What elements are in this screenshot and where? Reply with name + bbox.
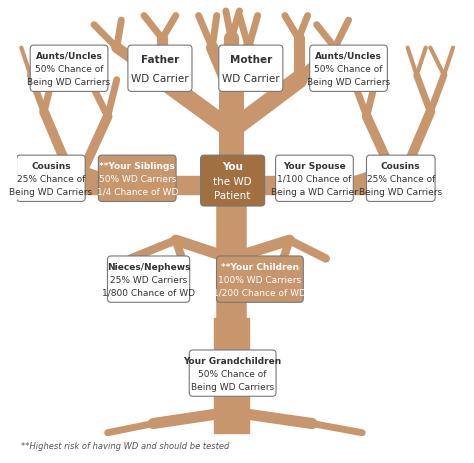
Text: Aunts/Uncles: Aunts/Uncles (315, 52, 382, 61)
Text: Your Spouse: Your Spouse (283, 162, 346, 170)
FancyBboxPatch shape (366, 156, 435, 202)
Text: Cousins: Cousins (381, 162, 420, 170)
Text: 1/800 Chance of WD: 1/800 Chance of WD (102, 288, 195, 297)
Text: 50% Chance of: 50% Chance of (314, 65, 383, 74)
Text: 25% Chance of: 25% Chance of (366, 175, 435, 183)
FancyBboxPatch shape (108, 257, 190, 303)
Text: 50% Chance of: 50% Chance of (35, 65, 103, 74)
Text: 100% WD Carriers: 100% WD Carriers (219, 275, 301, 284)
Text: **Your Children: **Your Children (221, 262, 299, 271)
Text: Nieces/Nephews: Nieces/Nephews (107, 262, 191, 271)
Text: 1/100 Chance of: 1/100 Chance of (277, 175, 352, 183)
Text: Being WD Carriers: Being WD Carriers (27, 78, 110, 87)
Text: Being a WD Carrier: Being a WD Carrier (271, 188, 358, 196)
Text: 50% WD Carriers: 50% WD Carriers (99, 175, 176, 183)
Text: 1/200 Chance of WD: 1/200 Chance of WD (213, 288, 306, 297)
Text: Being WD Carriers: Being WD Carriers (191, 382, 274, 391)
Text: 25% Chance of: 25% Chance of (17, 175, 85, 183)
Text: **Highest risk of having WD and should be tested: **Highest risk of having WD and should b… (21, 441, 230, 450)
Text: 25% WD Carriers: 25% WD Carriers (110, 275, 187, 284)
Text: Being WD Carriers: Being WD Carriers (359, 188, 442, 196)
FancyBboxPatch shape (217, 257, 303, 303)
FancyBboxPatch shape (214, 319, 248, 433)
Text: WD Carrier: WD Carrier (222, 74, 280, 84)
FancyBboxPatch shape (128, 46, 192, 92)
FancyBboxPatch shape (30, 46, 108, 92)
Text: 1/4 Chance of WD: 1/4 Chance of WD (97, 188, 178, 196)
FancyBboxPatch shape (310, 46, 387, 92)
Text: Father: Father (141, 54, 179, 64)
FancyBboxPatch shape (99, 156, 176, 202)
FancyBboxPatch shape (201, 156, 264, 206)
Text: Being WD Carriers: Being WD Carriers (307, 78, 390, 87)
FancyBboxPatch shape (275, 156, 353, 202)
Text: **Your Siblings: **Your Siblings (100, 162, 175, 170)
FancyBboxPatch shape (219, 46, 283, 92)
Text: Being WD Carriers: Being WD Carriers (9, 188, 92, 196)
Text: Aunts/Uncles: Aunts/Uncles (36, 52, 102, 61)
Text: 50% Chance of: 50% Chance of (199, 369, 267, 378)
Text: Mother: Mother (230, 54, 272, 64)
Text: the WD: the WD (213, 176, 252, 186)
Text: Your Grandchildren: Your Grandchildren (183, 356, 282, 365)
FancyBboxPatch shape (189, 350, 276, 396)
Text: You: You (222, 162, 243, 172)
Text: Patient: Patient (214, 191, 251, 200)
Text: WD Carrier: WD Carrier (131, 74, 189, 84)
FancyBboxPatch shape (17, 156, 85, 202)
Text: Cousins: Cousins (31, 162, 71, 170)
